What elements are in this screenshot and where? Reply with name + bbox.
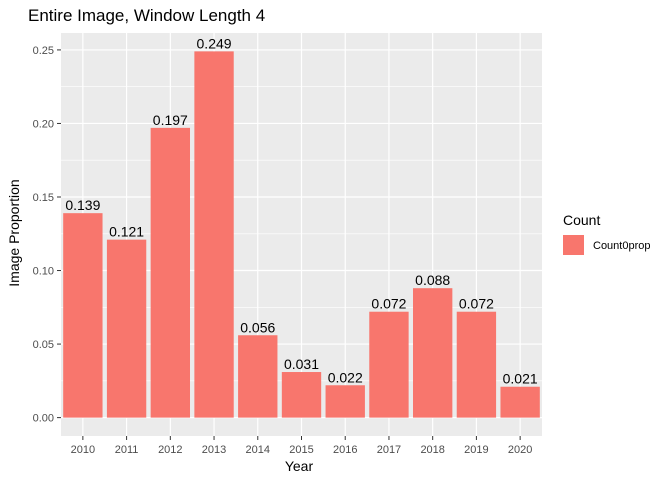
- bar-value-label-2020: 0.021: [503, 371, 538, 387]
- y-tick-label: 0.20: [33, 118, 54, 130]
- bar-value-label-2011: 0.121: [109, 224, 144, 240]
- x-tick-label: 2010: [71, 444, 95, 456]
- x-tick-label: 2013: [202, 444, 226, 456]
- legend-label-count0prop: Count0prop: [593, 240, 651, 252]
- bar-2019: [456, 311, 497, 418]
- y-tick-label: 0.00: [33, 413, 54, 425]
- legend: Count Count0prop: [563, 212, 651, 255]
- bar-2020: [500, 386, 540, 418]
- bar-2013: [194, 51, 234, 418]
- x-tick-label: 2015: [289, 444, 313, 456]
- y-axis-label: Image Proportion: [6, 179, 22, 286]
- y-tick-label: 0.05: [33, 339, 54, 351]
- bar-value-label-2010: 0.139: [65, 197, 100, 213]
- x-axis-label: Year: [285, 458, 314, 474]
- bar-value-label-2013: 0.249: [197, 35, 232, 51]
- x-tick-label: 2019: [464, 444, 488, 456]
- x-tick-label: 2014: [246, 444, 270, 456]
- y-tick-label: 0.15: [33, 192, 54, 204]
- bar-2017: [369, 311, 409, 418]
- bar-2012: [150, 127, 190, 418]
- bar-value-label-2017: 0.072: [371, 296, 406, 312]
- x-tick-label: 2020: [508, 444, 532, 456]
- y-axis: 0.00 0.05 0.10 0.15 0.20 0.25: [33, 45, 61, 425]
- bar-value-label-2018: 0.088: [415, 272, 450, 288]
- bar-2015: [281, 372, 322, 418]
- bar-2011: [106, 239, 147, 418]
- bar-labels-group: 0.139 0.121 0.197 0.249 0.056 0.031 0.022 0.072…: [65, 35, 538, 386]
- x-tick-label: 2016: [333, 444, 357, 456]
- bars-group: [63, 51, 540, 418]
- x-tick-label: 2018: [420, 444, 444, 456]
- y-tick-label: 0.10: [33, 266, 54, 278]
- bar-2014: [238, 335, 278, 418]
- legend-key-count0prop: [563, 235, 584, 255]
- bar-2010: [63, 213, 103, 418]
- bar-value-label-2014: 0.056: [240, 319, 275, 335]
- bar-2018: [413, 288, 453, 418]
- y-tick-label: 0.25: [33, 45, 54, 57]
- x-tick-label: 2012: [158, 444, 182, 456]
- bar-value-label-2019: 0.072: [459, 296, 494, 312]
- x-tick-label: 2017: [377, 444, 401, 456]
- legend-title: Count: [563, 212, 600, 228]
- x-tick-label: 2011: [115, 444, 139, 456]
- bar-value-label-2012: 0.197: [153, 112, 188, 128]
- x-axis: 2010 2011 2012 2013 2014 2015 2016 2017 2018 2019…: [71, 436, 532, 456]
- chart-title: Entire Image, Window Length 4: [28, 6, 265, 25]
- bar-2016: [325, 385, 365, 418]
- bar-value-label-2015: 0.031: [284, 356, 319, 372]
- bar-value-label-2016: 0.022: [328, 369, 363, 385]
